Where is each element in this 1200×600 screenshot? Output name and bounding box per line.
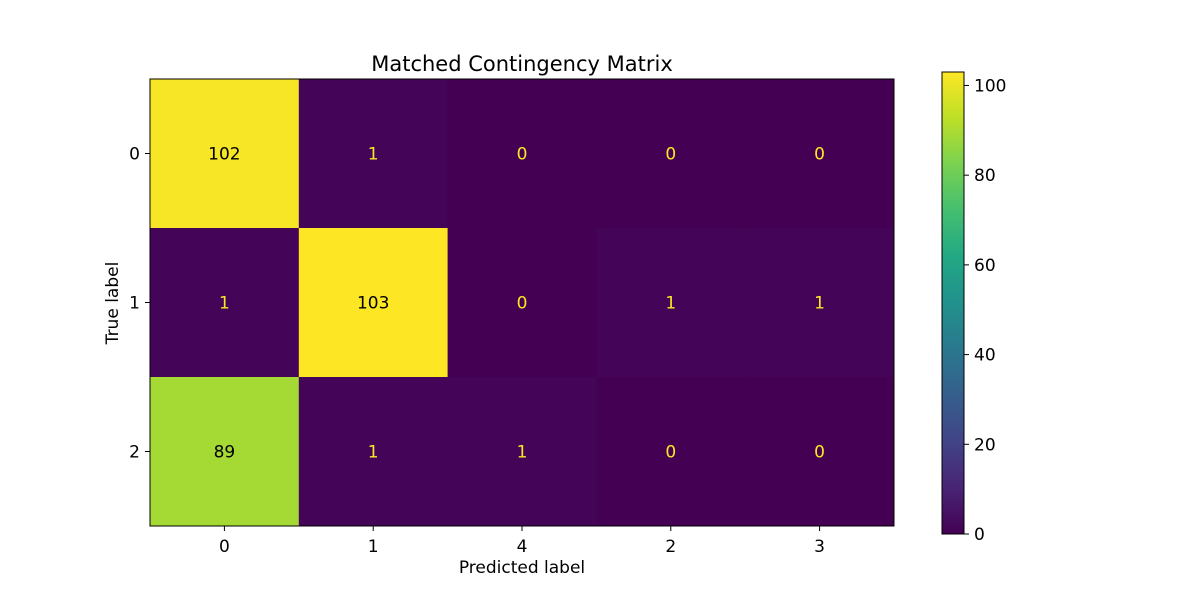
matrix-cell xyxy=(745,228,895,378)
matrix-cell xyxy=(447,79,597,229)
cell-value-label: 1 xyxy=(814,294,825,314)
matrix-cell xyxy=(596,79,746,229)
matrix-cell xyxy=(745,79,895,229)
matrix-cell xyxy=(150,79,300,229)
cell-value-label: 1 xyxy=(368,145,379,165)
matrix-cell xyxy=(745,377,895,527)
cell-value-label: 1 xyxy=(517,443,528,463)
colorbar-tick-label: 40 xyxy=(974,346,996,366)
colorbar-tick-label: 20 xyxy=(974,435,996,455)
cell-value-label: 0 xyxy=(814,145,825,165)
matrix-cell xyxy=(298,79,449,229)
colorbar xyxy=(941,71,965,535)
colorbar-tick-label: 60 xyxy=(974,256,996,276)
y-axis-label: True label xyxy=(103,262,123,346)
cell-value-label: 0 xyxy=(517,294,528,314)
y-tick-label: 1 xyxy=(129,294,140,314)
cell-value-label: 0 xyxy=(814,443,825,463)
x-tick-label: 3 xyxy=(814,537,825,557)
cell-value-label: 1 xyxy=(219,294,230,314)
cell-value-label: 102 xyxy=(208,145,240,165)
x-axis-ticks: 0 1 4 2 3 xyxy=(219,526,825,557)
matrix-cell xyxy=(150,377,300,527)
x-tick-label: 1 xyxy=(368,537,379,557)
colorbar-tick-label: 80 xyxy=(974,166,996,186)
matrix-cell xyxy=(596,228,746,378)
matrix-cells: 102 1 0 0 0 1 103 0 1 1 89 1 1 0 0 xyxy=(150,79,895,527)
x-axis-label: Predicted label xyxy=(459,558,585,578)
cell-value-label: 103 xyxy=(357,294,389,314)
colorbar-tick-label: 100 xyxy=(974,76,1006,96)
chart-title: Matched Contingency Matrix xyxy=(371,52,673,76)
x-tick-label: 2 xyxy=(665,537,676,557)
y-axis-ticks: 0 1 2 xyxy=(129,145,150,463)
colorbar-tick-label: 0 xyxy=(974,525,985,545)
y-tick-label: 2 xyxy=(129,443,140,463)
matrix-cell xyxy=(298,228,449,378)
cell-value-label: 0 xyxy=(517,145,528,165)
matrix-cell xyxy=(447,228,597,378)
cell-value-label: 1 xyxy=(368,443,379,463)
matrix-cell xyxy=(447,377,597,527)
matrix-cell xyxy=(596,377,746,527)
matrix-cell xyxy=(298,377,449,527)
cell-value-label: 0 xyxy=(665,443,676,463)
matrix-cell xyxy=(150,228,300,378)
x-tick-label: 0 xyxy=(219,537,230,557)
colorbar-ticks: 0 20 40 60 80 100 xyxy=(964,76,1006,545)
y-tick-label: 0 xyxy=(129,145,140,165)
x-tick-label: 4 xyxy=(517,537,528,557)
cell-value-label: 0 xyxy=(665,145,676,165)
cell-value-label: 1 xyxy=(665,294,676,314)
cell-value-label: 89 xyxy=(214,443,236,463)
